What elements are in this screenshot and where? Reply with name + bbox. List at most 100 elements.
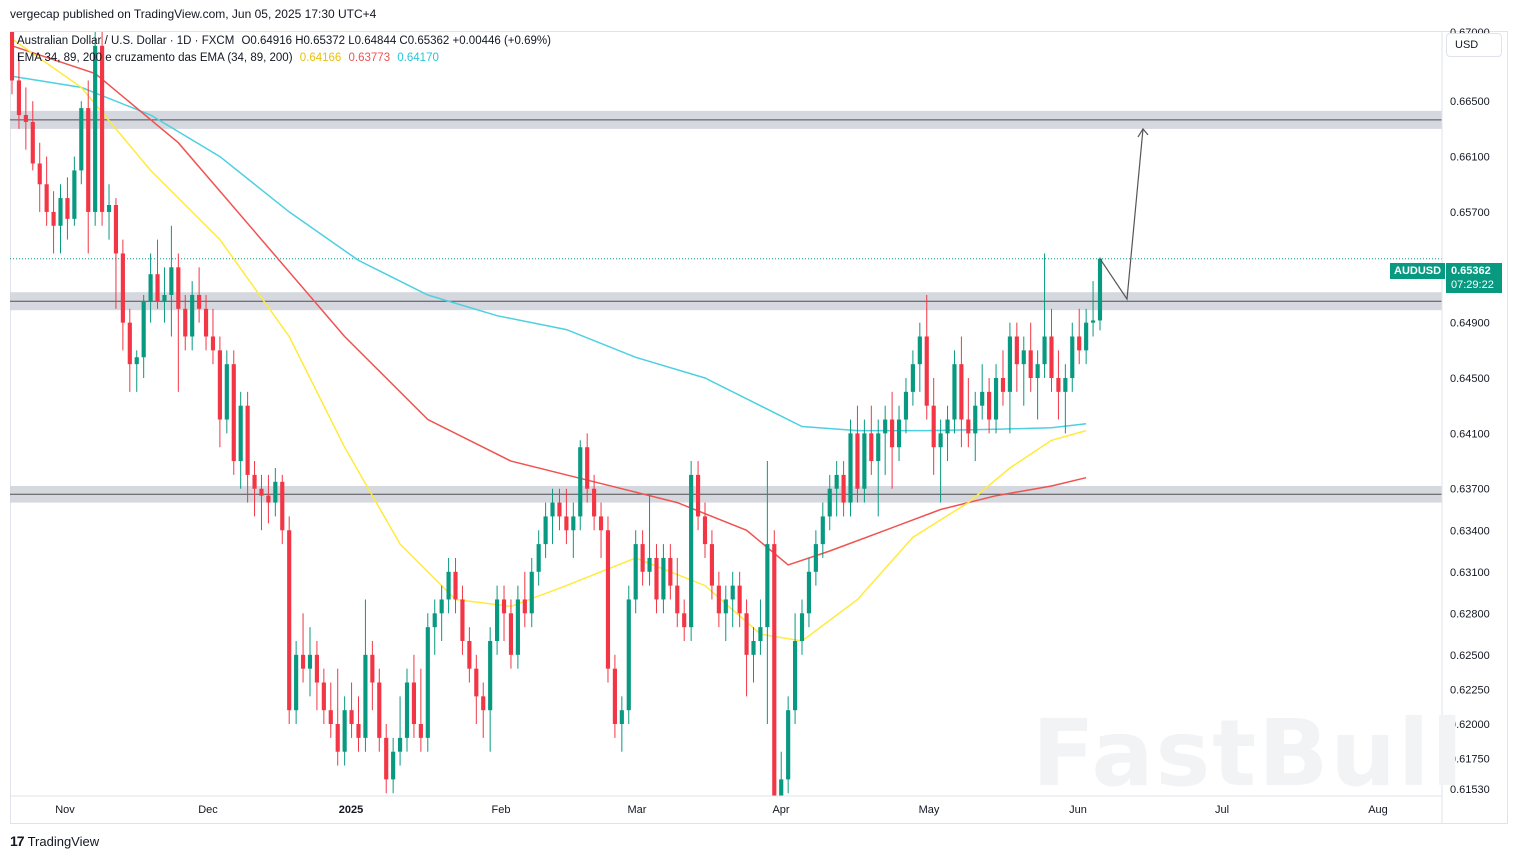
candle-body [827, 488, 832, 517]
price-tick-label: 0.65700 [1450, 207, 1490, 219]
candle-body [993, 378, 999, 420]
candle-body [640, 544, 645, 572]
candle-body [10, 32, 15, 81]
candle-body [287, 530, 292, 711]
candle-body [848, 433, 853, 503]
candle-body [598, 516, 604, 531]
candle-body [349, 710, 354, 725]
time-tick-label: Mar [628, 804, 647, 816]
time-tick-label: May [919, 804, 940, 816]
candle-body [44, 184, 49, 212]
candle-body [647, 557, 652, 572]
candle-body [702, 516, 708, 545]
candle-body [744, 613, 749, 655]
candle-body [280, 481, 285, 531]
currency-button[interactable]: USD [1446, 33, 1502, 57]
candle-body [793, 640, 798, 711]
candle-body [363, 654, 368, 738]
candle-body [453, 571, 458, 600]
price-tick-label: 0.63100 [1450, 567, 1490, 579]
candle-body [1056, 378, 1061, 392]
time-tick-label: Nov [55, 804, 75, 816]
ema-legend[interactable]: EMA 34, 89, 200 e cruzamento das EMA (34… [17, 52, 443, 64]
candle-body [903, 391, 909, 420]
candle-body [862, 433, 867, 489]
candle-body [820, 516, 825, 545]
candle-body [231, 364, 236, 462]
candle-body [917, 336, 922, 365]
candle-body [592, 488, 597, 517]
candle-body [106, 205, 112, 212]
symbol-legend[interactable]: Australian Dollar / U.S. Dollar · 1D · F… [17, 35, 555, 47]
price-tick-label: 0.62500 [1450, 650, 1490, 662]
brand-name: TradingView [27, 833, 100, 849]
candle-body [716, 585, 721, 614]
candle-body [1042, 336, 1047, 365]
candle-body [695, 474, 701, 517]
candle-body [370, 654, 375, 683]
candle-body [883, 419, 888, 434]
candle-body [668, 557, 673, 586]
chart-frame [10, 31, 1508, 824]
candle-body [633, 544, 638, 600]
projection-path [1099, 128, 1144, 301]
candle-body [536, 544, 541, 572]
ema-label: EMA 34, 89, 200 e cruzamento das EMA (34… [17, 52, 293, 64]
candle-body [772, 544, 777, 796]
candle-body [605, 530, 611, 669]
time-tick-label: 2025 [339, 804, 363, 816]
candle-body [321, 682, 326, 711]
candle-body [300, 654, 306, 669]
candle-body [120, 253, 125, 323]
time-tick-label: Jul [1215, 804, 1229, 816]
candle-body [723, 599, 728, 614]
candle-body [328, 710, 333, 725]
candle-body [1014, 336, 1019, 365]
price-tick-label: 0.62800 [1450, 608, 1490, 620]
candle-body [335, 724, 340, 752]
watermark-text: FastBull [1032, 700, 1465, 807]
candle-body [37, 163, 42, 185]
candle-body [384, 737, 389, 780]
candle-body [100, 45, 105, 212]
candle-body [564, 516, 569, 531]
candle-body [418, 724, 423, 738]
ema200-line [11, 75, 1087, 432]
candle-body [183, 308, 188, 337]
candle-body [1035, 364, 1040, 379]
candle-body [404, 682, 410, 738]
candle-body [1028, 350, 1033, 379]
candle-body [973, 405, 978, 434]
price-tick-label: 0.62000 [1450, 719, 1490, 731]
candle-body [72, 170, 77, 219]
candle-body [709, 544, 715, 586]
tradingview-brand[interactable]: 17 TradingView [10, 833, 99, 849]
bar-countdown: 07:29:22 [1451, 279, 1494, 291]
price-tick-label: 0.63700 [1450, 484, 1490, 496]
candle-body [813, 544, 818, 572]
candle-body [1084, 322, 1089, 351]
candle-body [391, 751, 396, 780]
candle-body [377, 682, 382, 738]
ema200-value: 0.64170 [397, 52, 439, 64]
candle-body [273, 481, 278, 503]
candle-body [896, 419, 902, 448]
price-tick-label: 0.61750 [1450, 754, 1490, 766]
candle-body [307, 654, 313, 669]
candle-body [855, 433, 860, 489]
candle-body [585, 447, 590, 489]
candle-body [689, 474, 694, 628]
candle-body [58, 198, 63, 226]
time-tick-label: Aug [1368, 804, 1388, 816]
candle-body [259, 488, 264, 496]
ohlc-values: O0.64916 H0.65372 L0.64844 C0.65362 +0.0… [241, 35, 551, 47]
candle-body [134, 357, 139, 365]
price-tick-label: 0.64900 [1450, 318, 1490, 330]
candle-body [217, 350, 222, 420]
price-tick-label: 0.63400 [1450, 525, 1490, 537]
candle-body [425, 627, 430, 738]
candle-body [266, 495, 271, 503]
candle-body [190, 294, 195, 337]
candle-body [515, 599, 520, 655]
